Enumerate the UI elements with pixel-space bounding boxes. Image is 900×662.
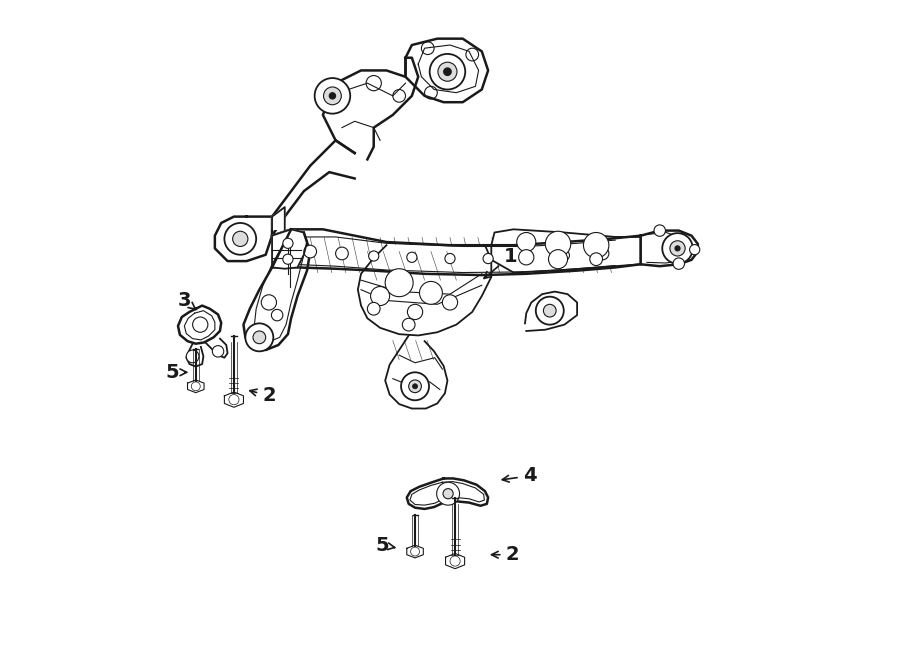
- Circle shape: [408, 305, 423, 320]
- Circle shape: [283, 254, 293, 264]
- Polygon shape: [641, 230, 698, 266]
- Circle shape: [369, 251, 379, 261]
- Polygon shape: [385, 336, 447, 408]
- Circle shape: [596, 247, 609, 260]
- Circle shape: [246, 323, 274, 352]
- Circle shape: [544, 305, 556, 317]
- Text: 4: 4: [502, 467, 536, 485]
- Circle shape: [272, 309, 283, 321]
- Circle shape: [545, 231, 571, 257]
- Text: 2: 2: [250, 387, 275, 405]
- Circle shape: [436, 482, 460, 505]
- Circle shape: [445, 254, 455, 263]
- Circle shape: [401, 372, 429, 401]
- Circle shape: [483, 254, 493, 263]
- Polygon shape: [244, 229, 310, 350]
- Circle shape: [521, 252, 531, 262]
- Circle shape: [385, 269, 413, 297]
- Circle shape: [233, 231, 248, 246]
- Circle shape: [412, 384, 418, 389]
- Circle shape: [443, 489, 454, 498]
- Circle shape: [654, 225, 665, 236]
- Circle shape: [670, 241, 685, 256]
- Text: 3: 3: [177, 291, 196, 310]
- Polygon shape: [407, 479, 488, 509]
- Circle shape: [559, 250, 570, 260]
- Circle shape: [304, 245, 317, 258]
- Polygon shape: [491, 229, 641, 273]
- Circle shape: [536, 297, 563, 324]
- Circle shape: [371, 287, 390, 306]
- Polygon shape: [323, 58, 418, 160]
- Polygon shape: [178, 306, 221, 344]
- Circle shape: [548, 250, 568, 269]
- Text: 2: 2: [491, 545, 519, 564]
- Circle shape: [253, 331, 266, 344]
- Polygon shape: [446, 553, 464, 569]
- Circle shape: [689, 244, 700, 255]
- Circle shape: [212, 346, 224, 357]
- Circle shape: [336, 247, 348, 260]
- Circle shape: [429, 54, 465, 89]
- Circle shape: [517, 232, 535, 252]
- Polygon shape: [358, 245, 491, 336]
- Polygon shape: [272, 207, 284, 229]
- Circle shape: [402, 318, 415, 331]
- Text: 5: 5: [166, 363, 186, 382]
- Polygon shape: [224, 392, 244, 407]
- Circle shape: [367, 303, 380, 315]
- Circle shape: [409, 380, 421, 393]
- Polygon shape: [406, 38, 488, 102]
- Circle shape: [283, 238, 293, 248]
- Text: 1: 1: [484, 246, 518, 279]
- Circle shape: [590, 253, 602, 265]
- Circle shape: [261, 295, 276, 310]
- Circle shape: [444, 68, 451, 75]
- Polygon shape: [205, 339, 228, 357]
- Circle shape: [224, 223, 256, 255]
- Circle shape: [662, 233, 693, 263]
- Text: 5: 5: [375, 536, 395, 555]
- Circle shape: [315, 78, 350, 114]
- Polygon shape: [407, 545, 423, 558]
- Circle shape: [583, 232, 609, 258]
- Circle shape: [675, 246, 680, 251]
- Circle shape: [443, 295, 457, 310]
- Polygon shape: [272, 229, 307, 269]
- Circle shape: [419, 281, 443, 305]
- Polygon shape: [186, 344, 203, 367]
- Circle shape: [438, 62, 457, 81]
- Polygon shape: [187, 380, 204, 393]
- Circle shape: [673, 258, 685, 269]
- Circle shape: [323, 87, 341, 105]
- Polygon shape: [525, 291, 577, 331]
- Circle shape: [329, 93, 336, 99]
- Circle shape: [186, 350, 199, 363]
- Circle shape: [518, 250, 534, 265]
- Polygon shape: [215, 216, 272, 261]
- Circle shape: [193, 317, 208, 332]
- Circle shape: [407, 252, 417, 262]
